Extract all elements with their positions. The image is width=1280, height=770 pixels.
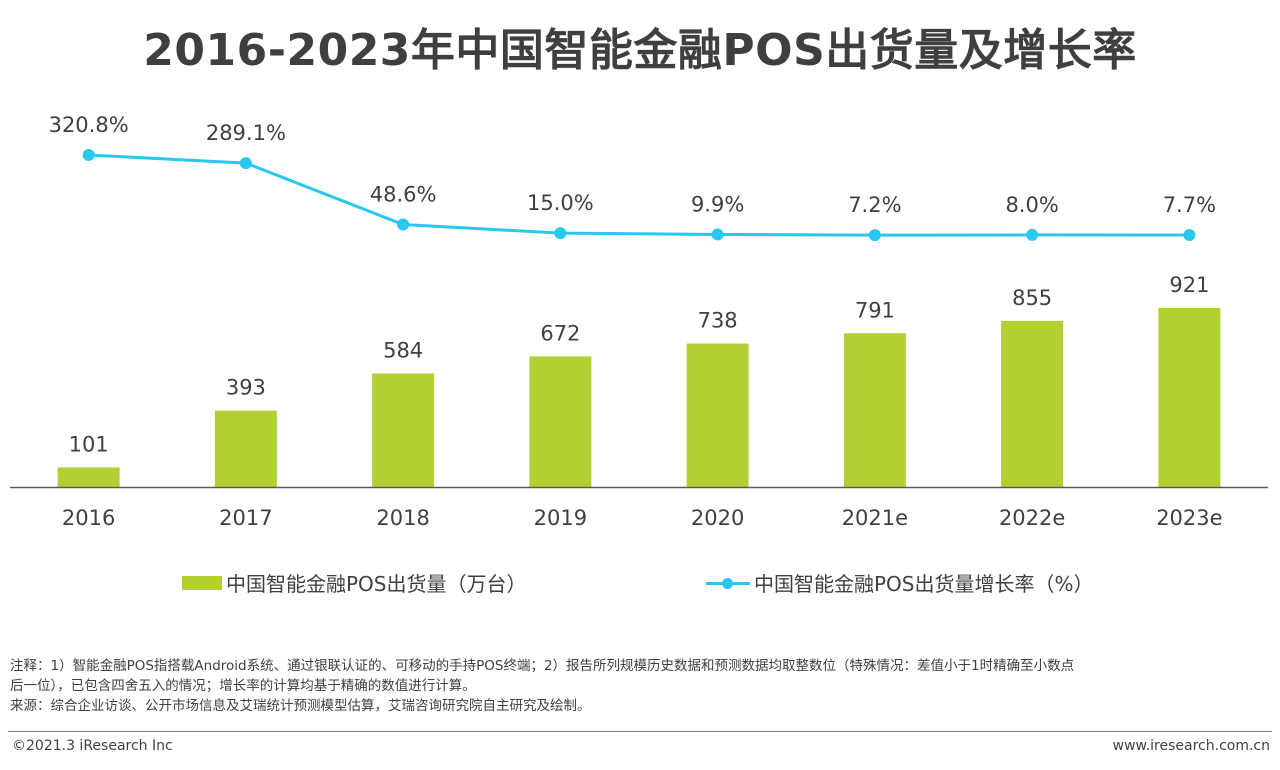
x-tick-label-2021e: 2021e — [842, 506, 908, 530]
footnote-line-1: 注释：1）智能金融POS指搭载Android系统、通过银联认证的、可移动的手持P… — [10, 658, 1075, 674]
bar-2016 — [57, 467, 120, 487]
growth-point-2020 — [711, 228, 724, 241]
bar-2023e — [1158, 308, 1221, 487]
legend-bar-swatch — [182, 575, 222, 590]
growth-label-2016: 320.8% — [49, 113, 129, 137]
chart-legend: 中国智能金融POS出货量（万台） 中国智能金融POS出货量增长率（%） — [0, 568, 1280, 598]
legend-label-growth-rate: 中国智能金融POS出货量增长率（%） — [754, 572, 1094, 596]
growth-point-2018 — [397, 218, 410, 231]
bar-label-2019: 672 — [540, 321, 580, 345]
footer-divider — [8, 731, 1272, 732]
bar-2021e — [843, 333, 906, 487]
growth-rate-line — [88, 153, 1190, 237]
growth-label-2019: 15.0% — [527, 191, 594, 215]
x-tick-label-2019: 2019 — [534, 506, 587, 530]
legend-line-swatch — [706, 576, 750, 590]
growth-label-2017: 289.1% — [206, 121, 286, 145]
growth-point-2022e — [1026, 228, 1039, 241]
bar-label-2020: 738 — [698, 309, 738, 333]
growth-point-2019 — [554, 227, 567, 240]
footnote-line-2: 后一位），已包含四舍五入的情况；增长率的计算均基于精确的数值进行计算。 — [10, 678, 476, 694]
growth-label-2020: 9.9% — [691, 192, 744, 216]
x-tick-label-2018: 2018 — [376, 506, 429, 530]
copyright-text: ©2021.3 iResearch Inc — [12, 738, 173, 754]
growth-point-2023e — [1183, 229, 1196, 241]
website-link[interactable]: www.iresearch.com.cn — [1112, 738, 1270, 754]
bar-line-chart: 101 393 584 672 738 791 855 921 2016 2017 2018 2019… — [10, 113, 1268, 530]
growth-point-2017 — [239, 157, 252, 170]
x-tick-label-2017: 2017 — [219, 506, 272, 530]
bar-2019 — [529, 356, 592, 487]
x-tick-label-2016: 2016 — [62, 506, 115, 530]
legend-item-growth-rate: 中国智能金融POS出货量增长率（%） — [706, 568, 1094, 597]
x-tick-label-2022e: 2022e — [999, 506, 1065, 530]
legend-label-shipments: 中国智能金融POS出货量（万台） — [226, 572, 527, 596]
footnotes: 注释：1）智能金融POS指搭载Android系统、通过银联认证的、可移动的手持P… — [10, 656, 1272, 716]
bar-label-2017: 393 — [226, 376, 266, 400]
bar-2017 — [214, 410, 277, 487]
growth-label-2023e: 7.7% — [1163, 193, 1216, 217]
bar-label-2022e: 855 — [1012, 286, 1052, 310]
chart-title: 2016-2023年中国智能金融POS出货量及增长率 — [143, 25, 1137, 76]
growth-point-2016 — [82, 149, 95, 161]
bar-label-2023e: 921 — [1169, 273, 1209, 297]
x-tick-label-2023e: 2023e — [1156, 506, 1222, 530]
bar-label-2016: 101 — [69, 432, 109, 456]
bar-label-2021e: 791 — [855, 298, 895, 322]
growth-label-2018: 48.6% — [370, 183, 437, 207]
source-line: 来源：综合企业访谈、公开市场信息及艾瑞统计预测模型估算，艾瑞咨询研究院自主研究及… — [10, 698, 591, 714]
x-tick-label-2020: 2020 — [691, 506, 744, 530]
bar-label-2018: 584 — [383, 338, 423, 362]
growth-label-2022e: 8.0% — [1005, 193, 1058, 217]
bar-2018 — [372, 373, 435, 487]
bar-2022e — [1001, 320, 1064, 487]
growth-label-2021e: 7.2% — [848, 193, 901, 217]
legend-item-shipments: 中国智能金融POS出货量（万台） — [182, 568, 527, 597]
bar-2020 — [686, 343, 749, 487]
growth-point-2021e — [868, 229, 881, 242]
